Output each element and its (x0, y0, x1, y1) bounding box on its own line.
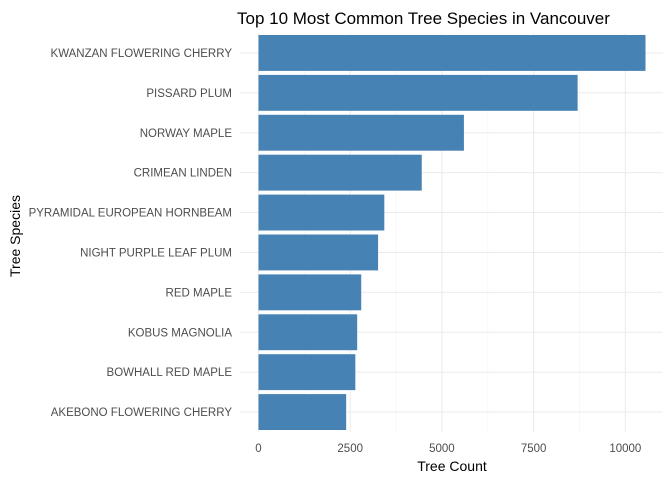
bar (258, 354, 356, 391)
y-tick-label: RED MAPLE (166, 287, 233, 299)
y-tick-label: KWANZAN FLOWERING CHERRY (51, 48, 233, 60)
chart-title: Top 10 Most Common Tree Species in Vanco… (237, 9, 610, 28)
y-tick-label: PYRAMIDAL EUROPEAN HORNBEAM (29, 208, 232, 220)
y-axis-title: Tree Species (7, 195, 23, 277)
bar (258, 154, 422, 191)
x-tick-label: 7500 (521, 443, 547, 455)
bar (258, 34, 646, 71)
x-tick-label: 5000 (429, 443, 455, 455)
bar (258, 194, 385, 231)
x-tick-labels: 0 2500 5000 7500 10000 (255, 443, 641, 455)
x-tick-label: 0 (255, 443, 261, 455)
bar (258, 114, 464, 151)
x-axis-title: Tree Count (417, 458, 487, 474)
bars (258, 34, 646, 431)
x-tick-label: 2500 (337, 443, 363, 455)
y-tick-label: AKEBONO FLOWERING CHERRY (51, 407, 233, 419)
y-tick-label: BOWHALL RED MAPLE (107, 367, 233, 379)
y-tick-labels: KWANZAN FLOWERING CHERRY PISSARD PLUM NORW… (29, 48, 233, 419)
bar (258, 314, 358, 351)
y-tick-label: NIGHT PURPLE LEAF PLUM (80, 247, 232, 259)
bar (258, 234, 379, 271)
bar (258, 74, 578, 111)
y-tick-label: PISSARD PLUM (146, 88, 232, 100)
x-tick-label: 10000 (609, 443, 641, 455)
y-tick-label: CRIMEAN LINDEN (134, 168, 232, 180)
bar (258, 394, 347, 431)
y-tick-label: KOBUS MAGNOLIA (128, 327, 232, 339)
y-tick-label: NORWAY MAPLE (140, 128, 233, 140)
bar (258, 274, 362, 311)
